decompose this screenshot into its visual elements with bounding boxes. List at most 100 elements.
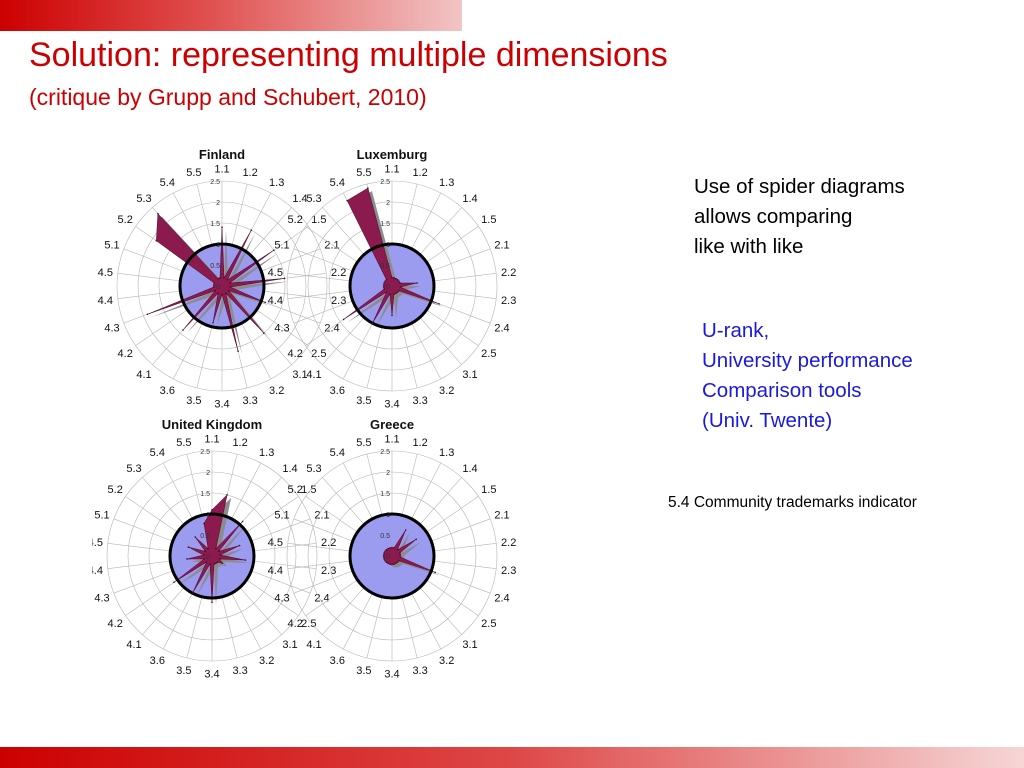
axis-label-1.5: 1.5	[301, 484, 316, 496]
ring-label: 2	[206, 470, 210, 477]
data-point-3.5	[389, 563, 391, 565]
ring-label: 0.5	[380, 263, 390, 270]
axis-label-2.3: 2.3	[321, 565, 336, 577]
axis-label-3.3: 3.3	[232, 665, 247, 677]
data-point-3.4	[221, 293, 223, 296]
data-point-2.2	[283, 277, 286, 280]
axis-label-3.4: 3.4	[214, 399, 229, 411]
data-point-2.2	[219, 554, 222, 556]
data-point-4.5	[382, 284, 385, 286]
axis-label-1.1: 1.1	[214, 163, 229, 175]
axis-label-4.2: 4.2	[108, 618, 123, 630]
data-point-1.5	[415, 538, 418, 541]
data-point-5.1	[213, 282, 215, 284]
data-point-3.6	[191, 592, 194, 594]
data-point-1.4	[226, 278, 229, 281]
ring-label: 1	[386, 512, 390, 519]
data-point-2.3	[229, 286, 232, 288]
axis-label-3.2: 3.2	[269, 385, 284, 397]
axis-label-4.2: 4.2	[288, 348, 303, 360]
axis-label-3.1: 3.1	[292, 369, 307, 381]
axis-label-2.1: 2.1	[494, 239, 509, 251]
axis-label-4.1: 4.1	[126, 639, 141, 651]
data-point-2.1	[238, 544, 241, 547]
axis-label-5.1: 5.1	[274, 509, 289, 521]
data-point-1.2	[393, 277, 395, 279]
axis-label-2.4: 2.4	[494, 323, 509, 335]
data-point-1.3	[250, 229, 253, 231]
axis-label-5.2: 5.2	[288, 214, 303, 226]
axis-label-4.5: 4.5	[92, 537, 103, 549]
axis-label-1.5: 1.5	[481, 484, 496, 496]
baseline-ring	[178, 242, 266, 330]
axis-label-1.4: 1.4	[462, 193, 477, 205]
data-point-5.1	[383, 552, 385, 554]
axis-label-4.5: 4.5	[268, 537, 283, 549]
data-point-2.4	[434, 571, 437, 574]
axis-label-5.3: 5.3	[126, 463, 141, 475]
data-point-5.3	[385, 278, 388, 281]
data-point-3.2	[395, 562, 397, 565]
axis-label-4.3: 4.3	[94, 593, 109, 605]
urank-line-1: U-rank,	[702, 319, 770, 342]
data-point-4.1	[182, 329, 184, 331]
axis-label-4.3: 4.3	[274, 593, 289, 605]
data-point-4.3	[383, 288, 385, 290]
data-point-3.5	[389, 293, 391, 295]
axis-label-2.1: 2.1	[314, 509, 329, 521]
data-point-5.3	[194, 536, 197, 538]
data-point-5.1	[383, 282, 385, 284]
data-point-1.1	[211, 509, 213, 511]
data-point-5.4	[217, 277, 219, 280]
data-point-4.2	[173, 581, 175, 583]
data-point-4.3	[203, 558, 205, 560]
axis-label-3.6: 3.6	[330, 385, 345, 397]
axis-label-4.4: 4.4	[98, 295, 113, 307]
axis-label-5.1: 5.1	[94, 509, 109, 521]
ring-label: 1	[206, 512, 210, 519]
axis-label-2.4: 2.4	[324, 323, 339, 335]
axis-label-5.4: 5.4	[160, 177, 175, 189]
axis-label-2.3: 2.3	[501, 295, 516, 307]
axis-label-2.2: 2.2	[501, 537, 516, 549]
axis-label-2.5: 2.5	[301, 618, 316, 630]
axis-label-2.5: 2.5	[311, 348, 326, 360]
data-point-2.3	[399, 286, 402, 288]
data-point-3.3	[393, 563, 395, 565]
data-point-4.1	[385, 561, 388, 564]
data-point-3.3	[393, 293, 395, 295]
axis-label-1.1: 1.1	[204, 433, 219, 445]
axis-label-2.4: 2.4	[494, 593, 509, 605]
data-point-3.2	[395, 292, 397, 295]
axis-label-1.5: 1.5	[481, 214, 496, 226]
axis-label-1.3: 1.3	[259, 447, 274, 459]
axis-label-5.3: 5.3	[136, 193, 151, 205]
bottom-accent-bar	[0, 747, 1024, 768]
ring-label: 1.5	[380, 221, 390, 228]
axis-label-3.2: 3.2	[439, 385, 454, 397]
data-point-2.4	[264, 301, 266, 304]
axis-label-3.5: 3.5	[176, 665, 191, 677]
axis-label-1.5: 1.5	[311, 214, 326, 226]
data-point-5.5	[367, 187, 369, 189]
spider-chart-united-kingdom: United Kingdom 0 0.5 1 1.5 2 2.5 1.1 1.2 1.3 1.4 1.…	[92, 417, 336, 680]
urank-line-2: University performance	[702, 349, 913, 372]
spider-chart-greece: Greece 0 0.5 1 1.5 2 2.5 1.1 1.2 1.3 1.4 1.5 2.1 2.2 2…	[268, 417, 517, 680]
axis-label-3.5: 3.5	[186, 395, 201, 407]
ring-label: 2.5	[210, 179, 220, 186]
axis-label-5.5: 5.5	[176, 437, 191, 449]
axis-label-4.4: 4.4	[92, 565, 103, 577]
data-point-2.3	[399, 556, 402, 558]
axis-label-4.2: 4.2	[118, 348, 133, 360]
data-point-5.1	[187, 546, 190, 548]
urank-note: U-rank, University performance Compariso…	[702, 316, 1002, 436]
data-point-3.4	[391, 314, 393, 317]
data-point-2.2	[399, 554, 402, 556]
data-point-4.3	[383, 558, 385, 560]
axis-label-3.4: 3.4	[384, 669, 399, 680]
data-point-1.1	[391, 546, 393, 549]
axis-label-3.3: 3.3	[242, 395, 257, 407]
axis-label-3.5: 3.5	[356, 395, 371, 407]
data-point-1.2	[226, 494, 228, 496]
data-point-5.4	[346, 199, 348, 202]
